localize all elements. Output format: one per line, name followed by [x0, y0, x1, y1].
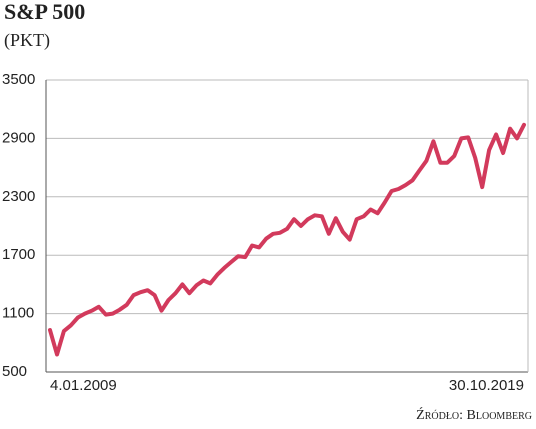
y-tick-label: 1100 — [2, 305, 34, 322]
line — [48, 122, 526, 357]
x-tick-label: 4.01.2009 — [50, 377, 117, 394]
y-tick-label: 3500 — [2, 71, 35, 88]
chart-title: S&P 500 — [4, 0, 85, 24]
y-tick-label: 1700 — [2, 246, 35, 263]
x-tick-label: 30.10.2019 — [449, 377, 524, 394]
chart-subtitle: (PKT) — [4, 30, 50, 51]
source: Źródło: Bloomberg — [416, 406, 532, 423]
y-tick-label: 2900 — [2, 129, 35, 146]
y-tick-label: 500 — [2, 363, 27, 380]
y-tick-label: 2300 — [2, 188, 35, 205]
